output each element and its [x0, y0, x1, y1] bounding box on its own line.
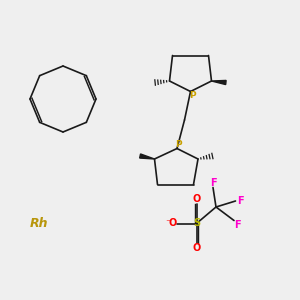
Polygon shape: [212, 80, 226, 85]
Text: P: P: [189, 91, 196, 100]
Text: F: F: [234, 220, 240, 230]
Text: P: P: [176, 140, 182, 149]
Text: O: O: [168, 218, 176, 229]
Polygon shape: [140, 154, 154, 159]
Text: F: F: [210, 178, 216, 188]
Text: Rh: Rh: [30, 217, 48, 230]
Text: F: F: [237, 196, 244, 206]
Text: O: O: [192, 243, 201, 254]
Text: ⁻: ⁻: [165, 218, 171, 228]
Text: S: S: [193, 218, 200, 229]
Text: O: O: [192, 194, 201, 204]
